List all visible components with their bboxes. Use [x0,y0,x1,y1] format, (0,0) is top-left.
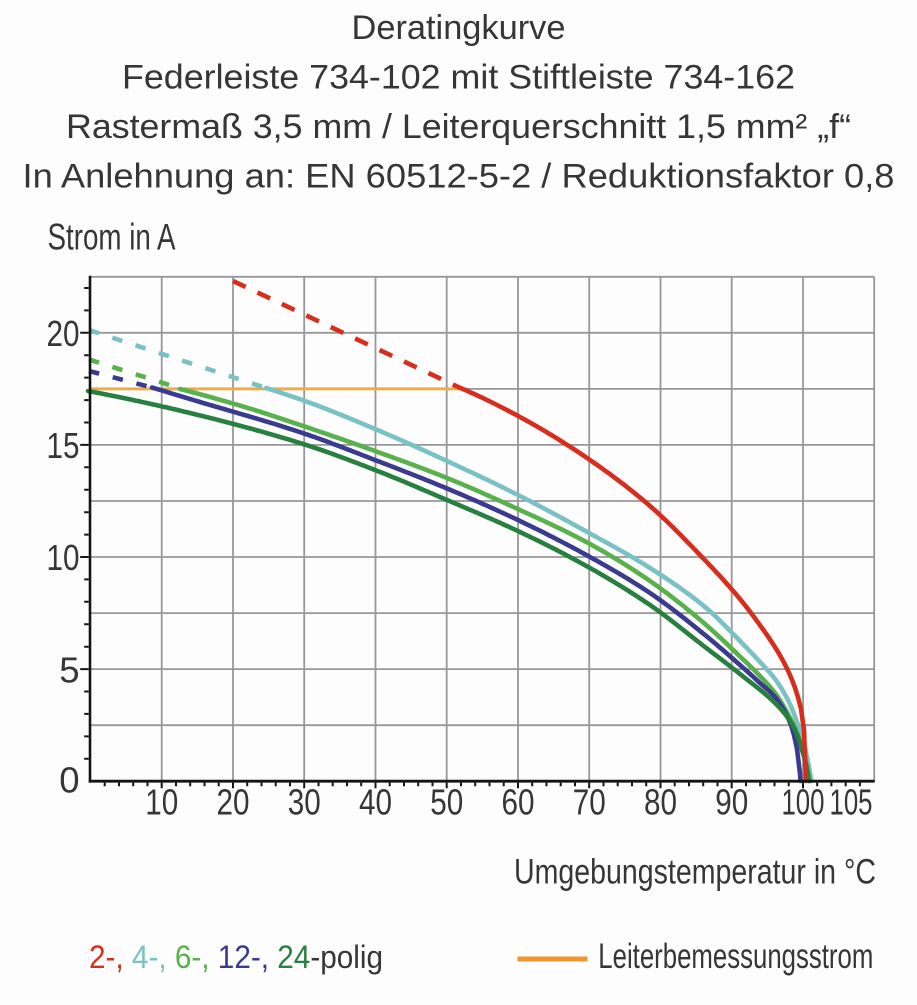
svg-text:50: 50 [430,782,463,823]
svg-text:Federleiste 734-102 mit Stiftl: Federleiste 734-102 mit Stiftleiste 734-… [122,59,795,97]
svg-text:Rastermaß 3,5 mm / Leiterquers: Rastermaß 3,5 mm / Leiterquerschnitt 1,5… [66,108,851,146]
svg-text:Strom in A: Strom in A [48,217,176,258]
svg-text:0: 0 [59,760,79,801]
svg-text:90: 90 [715,782,748,823]
svg-text:100: 100 [781,782,824,823]
svg-text:20: 20 [47,313,80,354]
svg-text:10: 10 [47,537,80,578]
svg-text:80: 80 [644,782,677,823]
svg-text:Leiterbemessungsstrom: Leiterbemessungsstrom [598,937,873,976]
svg-text:Deratingkurve: Deratingkurve [352,9,566,47]
svg-text:60: 60 [501,782,534,823]
svg-text:10: 10 [145,782,178,823]
svg-text:15: 15 [47,425,80,466]
svg-text:5: 5 [59,649,79,690]
svg-text:105: 105 [830,782,873,823]
svg-text:In Anlehnung an: EN 60512-5-2: In Anlehnung an: EN 60512-5-2 / Reduktio… [23,158,895,196]
svg-text:Umgebungstemperatur in °C: Umgebungstemperatur in °C [514,852,876,892]
svg-text:20: 20 [216,782,249,823]
svg-text:30: 30 [288,782,321,823]
svg-text:40: 40 [359,782,392,823]
svg-text:2-, 4-, 6-, 12-, 24-polig: 2-, 4-, 6-, 12-, 24-polig [89,939,383,975]
svg-text:70: 70 [573,782,606,823]
